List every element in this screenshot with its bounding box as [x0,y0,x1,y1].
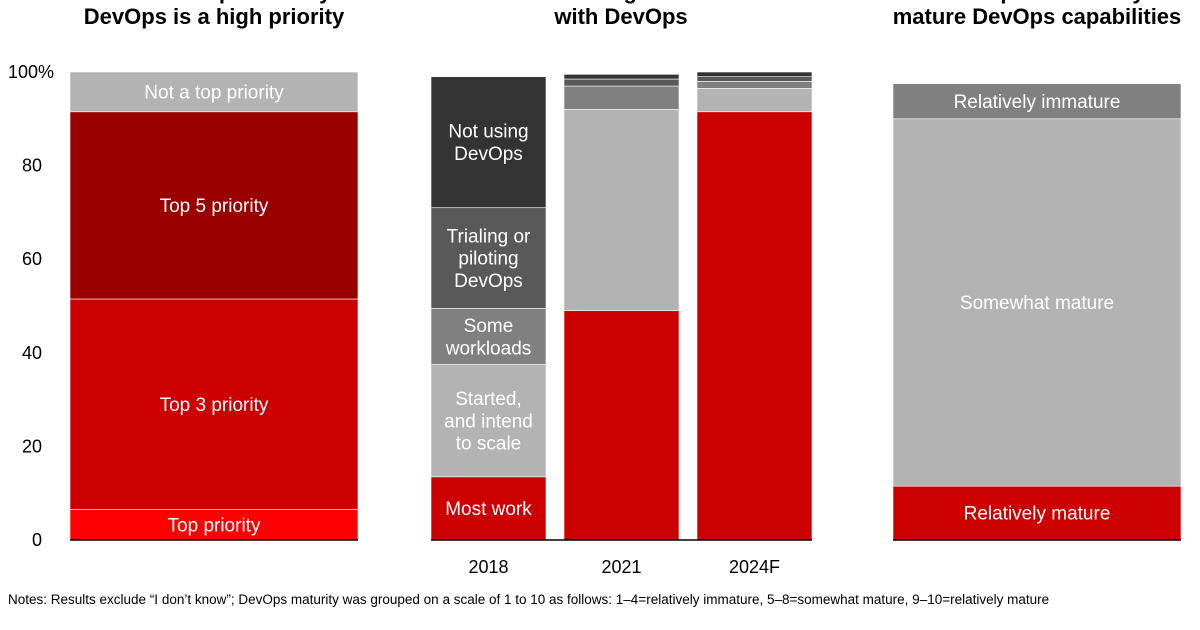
bar-segment [430,364,547,478]
bar-segment [563,74,680,80]
segment-label: Not using DevOps [448,122,528,165]
bar-segment [563,109,680,311]
chart-title: 90% are using most work [489,0,754,4]
y-tick-label: 60 [22,249,42,269]
bar-segment [696,76,813,82]
segment-label: Not a top priority [144,83,284,104]
notes: Notes: Results exclude “I don’t know”; D… [8,592,1050,607]
bar-segment [696,111,813,541]
bar-segment [563,85,680,110]
chart-title: 80% of companies say [97,0,333,4]
x-tick-label: 2018 [468,557,508,577]
segment-label: Somewhat mature [960,293,1114,314]
bar-segment [563,78,680,87]
bar-segment [696,71,813,77]
chart-svg: 80% of companies sayDevOps is a high pri… [8,0,1182,577]
y-tick-label: 0 [32,530,42,550]
bar-segment [430,207,547,309]
y-tick-label: 40 [22,343,42,363]
segment-label: Relatively immature [954,92,1121,113]
bar-segment [69,71,359,113]
segment-label: Top 5 priority [160,196,269,217]
segment-label: Trialing or piloting DevOps [447,226,531,292]
bar-segment [696,81,813,89]
y-tick-label: 80 [22,156,42,176]
bar-segment [892,485,1182,541]
bar-segment [430,76,547,209]
bar-segment [430,308,547,365]
bar-segment [892,118,1182,487]
segment-label: Some workloads [445,316,532,359]
bar-segment [892,83,1182,120]
x-tick-label: 2021 [601,557,641,577]
segment-label: Relatively mature [964,504,1111,525]
chart-title: DevOps is a high priority [84,4,345,29]
bar-segment [69,111,359,300]
segment-label: Most work [445,499,532,520]
y-tick-label: 20 [22,436,42,456]
chart-title: with DevOps [553,4,687,29]
segment-label: Top priority [168,515,261,536]
bar-segment [69,298,359,510]
y-tick-label: 100% [8,62,54,82]
bar-segment [696,88,813,113]
chart-title: 12% report relatively [929,0,1145,4]
segment-label: Top 3 priority [160,395,269,416]
x-tick-label: 2024F [729,557,780,577]
segment-label: Started, and intend to scale [444,389,533,455]
bar-segment [563,310,680,541]
chart-title: mature DevOps capabilities [893,4,1182,29]
